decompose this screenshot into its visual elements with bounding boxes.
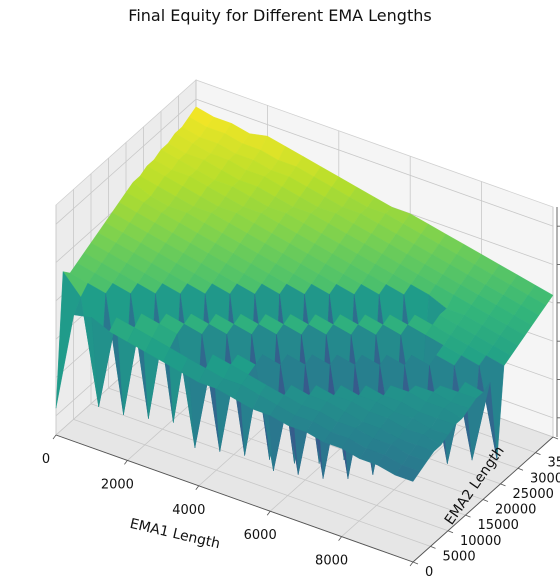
- x-tick-label: 4000: [172, 503, 205, 518]
- surface-mesh: [55, 106, 554, 482]
- x-axis-line: [55, 434, 414, 563]
- grid-line-z-back: [195, 98, 554, 227]
- y-tick-label: 15000: [478, 518, 519, 533]
- axes: 0200040006000800010000050001000015000200…: [42, 207, 560, 577]
- x-tick: [52, 434, 57, 440]
- y-tick: [500, 483, 506, 487]
- grid-line-y-floor: [108, 387, 466, 516]
- y-tick: [552, 436, 559, 440]
- x-tick: [195, 485, 200, 491]
- grid-line-y-floor: [73, 418, 431, 547]
- y-tick: [517, 467, 524, 471]
- y-tick-label: 35000: [548, 456, 560, 471]
- y-tick-label: 0: [425, 565, 433, 577]
- y-tick-label: 5000: [443, 549, 476, 564]
- x-tick-label: 0: [42, 452, 50, 467]
- x-tick-label: 6000: [244, 528, 277, 543]
- x-tick: [266, 510, 271, 516]
- x-tick: [409, 561, 414, 567]
- x-tick: [124, 460, 128, 465]
- x-axis-label: EMA1 Length: [128, 516, 221, 552]
- grid-line-y-floor: [90, 403, 449, 532]
- y-tick: [482, 499, 489, 502]
- y-tick-label: 30000: [530, 471, 560, 486]
- y-tick: [447, 530, 454, 534]
- y-tick: [430, 546, 436, 549]
- y-tick-label: 20000: [495, 503, 536, 518]
- x-tick: [338, 536, 342, 541]
- grid-line-z-left: [55, 98, 197, 225]
- y-tick-label: 25000: [513, 487, 554, 502]
- y-tick-label: 10000: [460, 534, 501, 549]
- x-tick-label: 2000: [101, 477, 134, 492]
- y-tick: [412, 561, 419, 565]
- surface-cell: [394, 464, 421, 482]
- chart-title: Final Equity for Different EMA Lengths: [128, 6, 432, 25]
- x-tick-label: 8000: [315, 554, 348, 569]
- y-tick: [535, 452, 541, 455]
- y-tick: [465, 514, 471, 518]
